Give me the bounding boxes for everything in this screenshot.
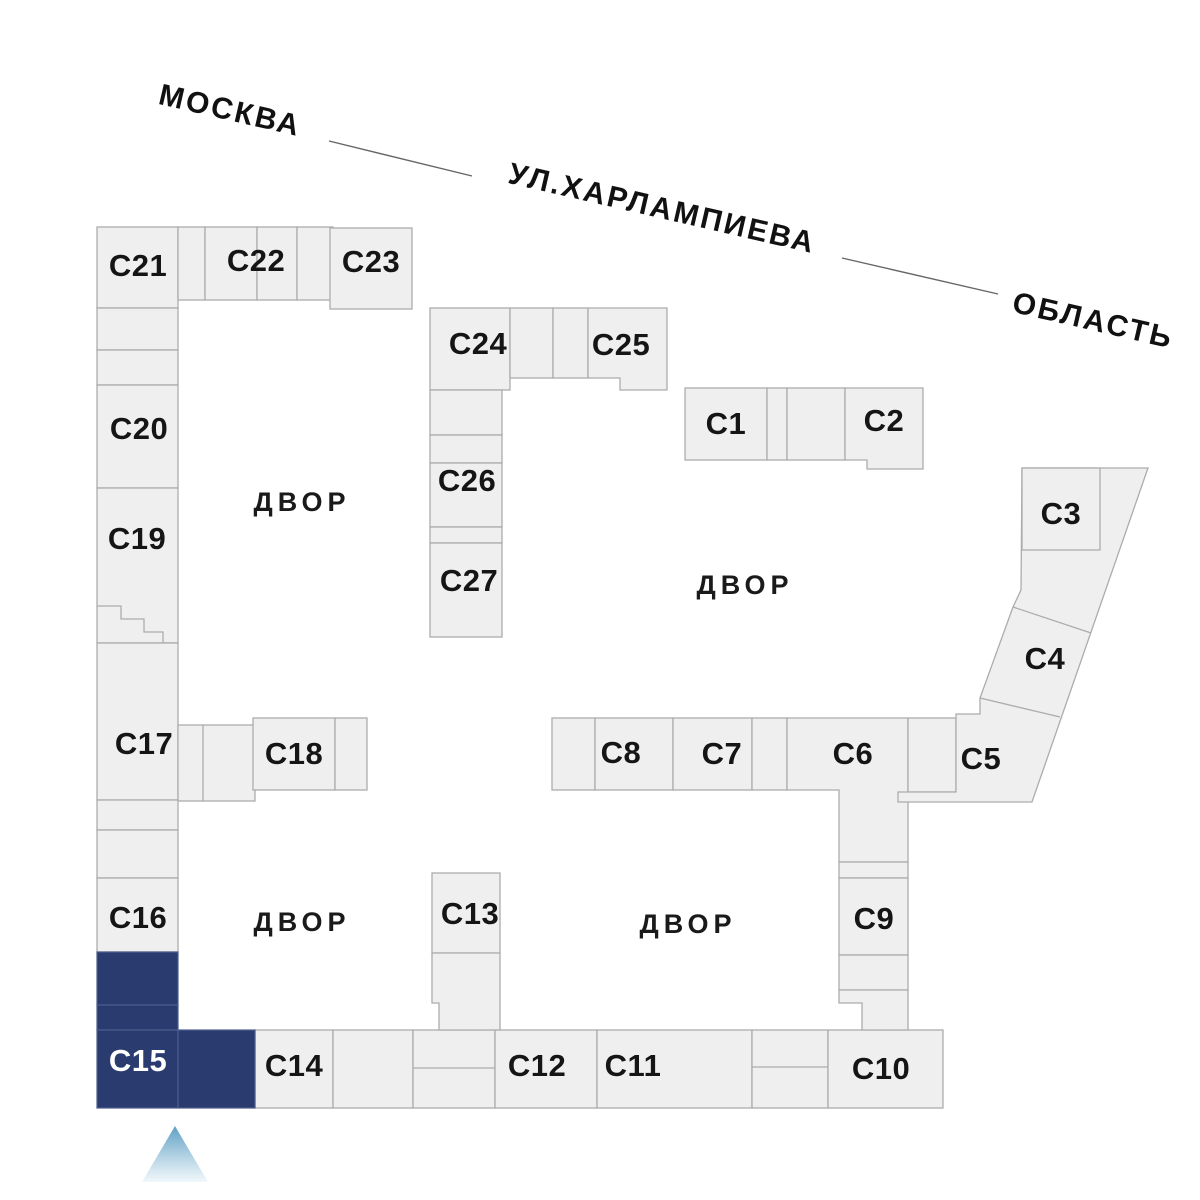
building-section[interactable] bbox=[751, 717, 788, 791]
building-label-c13: С13 bbox=[441, 896, 499, 931]
building-section[interactable] bbox=[96, 307, 179, 351]
building-section[interactable] bbox=[96, 829, 179, 879]
selected-building-c15[interactable] bbox=[96, 951, 256, 1109]
building-wing-c3-c4-c5[interactable] bbox=[897, 467, 1149, 803]
building-label-c4: С4 bbox=[1025, 641, 1066, 676]
building-c25[interactable] bbox=[587, 307, 668, 391]
building-label-c5: С5 bbox=[961, 741, 1002, 776]
street-line bbox=[328, 140, 473, 177]
courtyard-label: ДВОР bbox=[696, 570, 793, 600]
building-label-c19: С19 bbox=[108, 521, 166, 556]
building-section[interactable] bbox=[96, 799, 179, 831]
building-c10[interactable] bbox=[827, 1029, 944, 1109]
building-c12[interactable] bbox=[494, 1029, 598, 1109]
building-c18-section[interactable] bbox=[334, 717, 368, 791]
building-section[interactable] bbox=[412, 1029, 496, 1109]
selected-building-marker-icon bbox=[142, 1126, 208, 1182]
divider-line bbox=[979, 697, 1061, 718]
building-label-c6: С6 bbox=[833, 736, 874, 771]
building-label-c25: С25 bbox=[592, 327, 650, 362]
building-label-c14: С14 bbox=[265, 1048, 324, 1083]
building-label-c26: С26 bbox=[438, 463, 496, 498]
building-label-c8: С8 bbox=[601, 735, 642, 770]
building-c19[interactable] bbox=[96, 487, 179, 644]
building-label-c1: С1 bbox=[706, 406, 747, 441]
building-c17[interactable] bbox=[96, 642, 179, 801]
building-section[interactable] bbox=[766, 387, 788, 461]
building-section[interactable] bbox=[838, 954, 909, 991]
building-c14[interactable] bbox=[254, 1029, 334, 1109]
building-c1[interactable] bbox=[684, 387, 768, 461]
courtyard-label: ДВОР bbox=[639, 909, 736, 939]
courtyard-labels: ДВОР ДВОР ДВОР ДВОР bbox=[253, 487, 793, 939]
building-section[interactable] bbox=[296, 226, 334, 301]
building-c15[interactable] bbox=[96, 1029, 179, 1109]
building-label-c21: С21 bbox=[109, 248, 167, 283]
stair-step-boundary bbox=[97, 605, 178, 644]
building-label-c12: С12 bbox=[508, 1048, 566, 1083]
building-label-c27: С27 bbox=[440, 563, 498, 598]
building-c21[interactable] bbox=[96, 226, 179, 309]
building-label-c15: С15 bbox=[109, 1043, 167, 1078]
building-c16[interactable] bbox=[96, 877, 179, 953]
building-c27[interactable] bbox=[429, 542, 503, 638]
building-section[interactable] bbox=[551, 717, 596, 791]
building-c11[interactable] bbox=[596, 1029, 753, 1109]
building-label-c22: С22 bbox=[227, 243, 285, 278]
building-section[interactable] bbox=[177, 226, 206, 301]
building-section[interactable] bbox=[838, 861, 909, 879]
building-c15-section[interactable] bbox=[96, 951, 179, 1006]
street-line bbox=[841, 257, 999, 295]
building-section[interactable] bbox=[96, 349, 179, 386]
building-section[interactable] bbox=[332, 1029, 414, 1109]
building-label-c2: С2 bbox=[864, 403, 905, 438]
building-labels: С21 С22 С23 С24 С25 С1 С2 С3 С20 С19 С26… bbox=[108, 243, 1082, 1086]
building-c24[interactable] bbox=[429, 307, 511, 391]
building-c9-section[interactable] bbox=[838, 989, 909, 1031]
street-name-label: УЛ.ХАРЛАМПИЕВА bbox=[505, 157, 819, 260]
building-c18[interactable] bbox=[252, 717, 336, 791]
oblast-side-label: ОБЛАСТЬ bbox=[1009, 286, 1177, 355]
building-c7[interactable] bbox=[672, 717, 753, 791]
building-section[interactable] bbox=[429, 526, 503, 544]
building-label-c3: С3 bbox=[1041, 496, 1082, 531]
building-c3[interactable] bbox=[1021, 467, 1101, 551]
divider-line bbox=[1012, 606, 1092, 634]
courtyard-label: ДВОР bbox=[253, 487, 350, 517]
building-c9[interactable] bbox=[838, 877, 909, 956]
building-label-c16: С16 bbox=[109, 900, 167, 935]
building-c23[interactable] bbox=[329, 227, 413, 310]
building-label-c24: С24 bbox=[449, 326, 508, 361]
building-label-c7: С7 bbox=[702, 736, 743, 771]
courtyard-label: ДВОР bbox=[253, 907, 350, 937]
building-label-c10: С10 bbox=[852, 1051, 910, 1086]
city-side-label: МОСКВА bbox=[156, 78, 305, 143]
building-c20[interactable] bbox=[96, 384, 179, 489]
building-c15-section[interactable] bbox=[177, 1029, 256, 1109]
building-c2[interactable] bbox=[844, 387, 924, 470]
building-c17-section[interactable] bbox=[177, 724, 256, 802]
building-c15-section[interactable] bbox=[96, 1004, 179, 1031]
building-section[interactable] bbox=[751, 1029, 829, 1109]
building-label-c9: С9 bbox=[854, 901, 895, 936]
building-section[interactable] bbox=[509, 307, 554, 379]
building-label-c23: С23 bbox=[342, 244, 400, 279]
building-c26[interactable] bbox=[429, 462, 503, 528]
building-c13-section[interactable] bbox=[431, 952, 501, 1031]
building-label-c17: С17 bbox=[115, 726, 173, 761]
building-label-c20: С20 bbox=[110, 411, 168, 446]
building-section[interactable] bbox=[907, 717, 957, 793]
building-section[interactable] bbox=[552, 307, 589, 379]
building-section[interactable] bbox=[429, 434, 503, 464]
building-c22-section[interactable] bbox=[256, 226, 298, 301]
building-label-c11: С11 bbox=[605, 1048, 662, 1083]
building-section[interactable] bbox=[429, 389, 503, 436]
building-label-c18: С18 bbox=[265, 736, 323, 771]
buildings-layer bbox=[96, 226, 1149, 1109]
building-section[interactable] bbox=[786, 387, 846, 461]
